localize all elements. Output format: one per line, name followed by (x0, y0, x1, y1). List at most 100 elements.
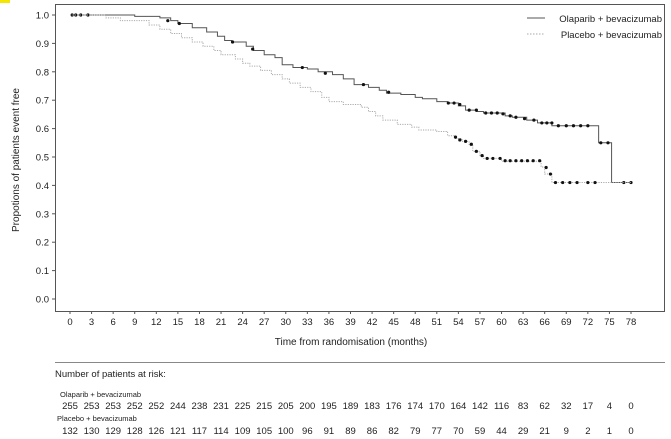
x-axis-label: Time from randomisation (months) (275, 337, 427, 348)
risk-count-placebo: 44 (496, 426, 507, 437)
risk-count-olaparib: 252 (148, 401, 164, 412)
censor-mark-olaparib (166, 19, 170, 23)
censor-mark-olaparib (571, 124, 576, 128)
plot-frame (55, 4, 665, 312)
censor-mark-placebo (525, 159, 530, 163)
y-tick-label: 0.5 (36, 153, 49, 164)
risk-row-label-olaparib: Olaparib + bevacizumab (60, 390, 141, 399)
censor-mark-placebo (553, 180, 558, 185)
x-tick-label: 33 (302, 317, 313, 328)
y-axis-label: Propotions of patients event free (11, 88, 22, 232)
legend-olaparib: Olaparib + bevacizumab (559, 14, 662, 25)
censor-mark-olaparib (532, 118, 536, 122)
censor-mark-placebo (593, 180, 597, 185)
censor-mark-olaparib (387, 90, 391, 94)
censor-mark-olaparib (564, 124, 568, 128)
censor-mark-olaparib (452, 101, 456, 105)
risk-count-placebo: 29 (518, 426, 529, 437)
risk-count-placebo: 70 (453, 426, 464, 437)
censor-mark-placebo (538, 159, 542, 163)
censor-mark-placebo (453, 135, 458, 139)
risk-count-olaparib: 225 (235, 401, 251, 412)
risk-count-olaparib: 62 (539, 401, 550, 412)
risk-count-olaparib: 142 (472, 401, 488, 412)
risk-count-olaparib: 0 (628, 401, 633, 412)
x-tick-label: 54 (453, 317, 464, 328)
censor-mark-placebo (491, 156, 495, 161)
risk-count-placebo: 2 (585, 426, 590, 437)
risk-count-placebo: 82 (388, 426, 399, 437)
x-tick-label: 18 (194, 317, 205, 328)
risk-count-placebo: 91 (324, 426, 335, 437)
y-tick-label: 1.0 (36, 11, 49, 22)
y-tick-label: 0.4 (36, 181, 49, 192)
x-tick-label: 63 (518, 317, 529, 328)
y-tick-label: 0.9 (36, 39, 49, 50)
censor-mark-olaparib (467, 108, 471, 112)
x-tick-label: 3 (89, 317, 94, 328)
risk-count-olaparib: 244 (170, 401, 186, 412)
risk-count-olaparib: 195 (321, 401, 337, 412)
risk-count-placebo: 126 (148, 426, 164, 437)
y-tick-label: 0.1 (36, 266, 49, 277)
x-tick-label: 69 (561, 317, 572, 328)
risk-count-olaparib: 215 (256, 401, 272, 412)
risk-count-placebo: 128 (127, 426, 143, 437)
risk-count-olaparib: 176 (386, 401, 402, 412)
risk-count-placebo: 79 (410, 426, 421, 437)
risk-count-placebo: 114 (213, 426, 228, 437)
x-tick-label: 21 (216, 317, 227, 328)
risk-count-placebo: 86 (367, 426, 378, 437)
censor-mark-olaparib (484, 111, 488, 115)
x-tick-label: 48 (410, 317, 421, 328)
y-tick-label: 0.3 (36, 209, 49, 220)
censor-mark-olaparib (495, 111, 499, 115)
risk-count-placebo: 109 (235, 426, 251, 437)
risk-count-olaparib: 83 (518, 401, 529, 412)
km-curve-placebo (70, 14, 631, 184)
censor-mark-placebo (548, 172, 553, 176)
x-tick-label: 27 (259, 317, 270, 328)
censor-mark-olaparib (522, 117, 527, 121)
x-tick-label: 9 (132, 317, 137, 328)
censor-mark-olaparib (251, 47, 255, 51)
x-tick-label: 0 (67, 317, 72, 328)
risk-count-olaparib: 183 (364, 401, 380, 412)
risk-count-placebo: 132 (62, 426, 78, 437)
risk-count-olaparib: 255 (62, 401, 78, 412)
censor-mark-olaparib (230, 40, 235, 44)
risk-count-olaparib: 189 (343, 401, 359, 412)
risk-row-label-placebo: Placebo + bevacizumab (57, 414, 137, 423)
censor-mark-olaparib (501, 112, 505, 116)
risk-count-placebo: 21 (539, 426, 550, 437)
km-curve-olaparib (70, 14, 631, 184)
censor-mark-olaparib (579, 124, 583, 128)
censor-mark-placebo (586, 180, 590, 185)
risk-count-olaparib: 205 (278, 401, 294, 412)
risk-count-placebo: 121 (170, 426, 186, 437)
censor-mark-placebo (531, 159, 535, 163)
risk-count-placebo: 89 (345, 426, 356, 437)
x-tick-label: 78 (626, 317, 637, 328)
censor-mark-olaparib (446, 101, 450, 105)
risk-count-olaparib: 17 (583, 401, 594, 412)
x-tick-label: 57 (475, 317, 486, 328)
censor-mark-olaparib (489, 111, 494, 115)
censor-mark-olaparib (545, 121, 549, 125)
risk-count-olaparib: 253 (84, 401, 100, 412)
risk-count-olaparib: 164 (450, 401, 466, 412)
censor-mark-placebo (568, 180, 572, 185)
legend: Olaparib + bevacizumab Placebo + bevaciz… (527, 14, 662, 41)
censor-mark-placebo (474, 149, 478, 153)
risk-table-title: Number of patients at risk: (55, 369, 166, 380)
censor-mark-placebo (561, 180, 565, 185)
y-tick-label: 0.7 (36, 96, 49, 107)
censor-mark-placebo (520, 159, 524, 163)
risk-count-olaparib: 174 (407, 401, 423, 412)
censor-mark-olaparib (177, 21, 181, 26)
censor-mark-placebo (544, 165, 548, 170)
censor-mark-olaparib (550, 121, 554, 125)
censor-mark-placebo (463, 139, 468, 143)
censor-mark-olaparib (586, 124, 590, 128)
